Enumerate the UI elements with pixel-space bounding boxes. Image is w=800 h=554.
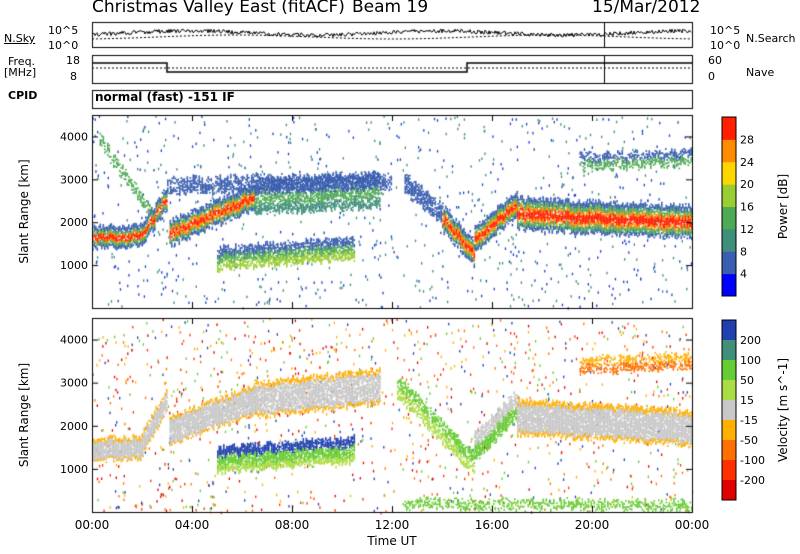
nsky-tick-bottom: 10^0 [48, 39, 79, 52]
colorbar-tick-label: 200 [740, 334, 761, 347]
colorbar-tick-label: 24 [740, 156, 754, 169]
x-tick-label: 20:00 [575, 518, 610, 532]
freq-unit: [MHz] [4, 66, 37, 79]
colorbar-label: Velocity [m s^-1] [776, 358, 790, 462]
colorbar-swatch [722, 251, 736, 275]
x-tick-label: 08:00 [275, 518, 310, 532]
y-axis-label: Slant Range [km] [17, 159, 31, 263]
y-axis-label: Slant Range [km] [17, 363, 31, 467]
x-tick-label: 04:00 [175, 518, 210, 532]
freq-tick-top: 18 [66, 54, 80, 67]
colorbar-swatch [722, 420, 736, 441]
colorbar-swatch [722, 206, 736, 230]
y-tick-label: 4000 [60, 130, 88, 143]
x-tick-label: 00:00 [75, 518, 110, 532]
colorbar-label: Power [dB] [776, 174, 790, 239]
colorbar-swatch [722, 117, 736, 140]
nsearch-tick-top: 10^5 [710, 24, 741, 37]
nsearch-tick-bottom: 10^0 [710, 39, 741, 52]
x-tick-label: 00:00 [675, 518, 710, 532]
colorbar-swatch [722, 139, 736, 163]
nave-tick-bottom: 0 [708, 70, 715, 83]
nave-label: Nave [746, 66, 775, 79]
colorbar-tick-label: 16 [740, 201, 754, 214]
nsearch-label: N.Search [746, 32, 796, 45]
chart-title: Christmas Valley East (fitACF) [92, 0, 345, 17]
colorbar-tick-label: 50 [740, 374, 754, 387]
colorbar-swatch [722, 228, 736, 252]
colorbar-tick-label: 100 [740, 354, 761, 367]
mode-text: normal (fast) -151 IF [95, 90, 235, 104]
colorbar-swatch [722, 480, 736, 501]
colorbar-swatch [722, 400, 736, 421]
colorbar-tick-label: 28 [740, 133, 754, 146]
colorbar-tick-label: 20 [740, 178, 754, 191]
colorbar-tick-label: 8 [740, 245, 747, 258]
y-tick-label: 1000 [60, 259, 88, 272]
y-tick-label: 3000 [60, 377, 88, 390]
colorbar-swatch [722, 340, 736, 361]
colorbar-tick-label: -100 [740, 454, 765, 467]
beam-label: Beam 19 [352, 0, 429, 17]
freq-tick-bottom: 8 [70, 70, 77, 83]
colorbar-frame [721, 116, 737, 297]
colorbar-swatch [722, 360, 736, 381]
x-tick-label: 12:00 [375, 518, 410, 532]
y-tick-label: 1000 [60, 463, 88, 476]
colorbar-tick-label: 4 [740, 268, 747, 281]
colorbar-tick-label: -200 [740, 474, 765, 487]
colorbar-swatch [722, 320, 736, 341]
colorbar-tick-label: -15 [740, 414, 758, 427]
y-tick-label: 2000 [60, 420, 88, 433]
colorbar-tick-label: -50 [740, 434, 758, 447]
y-tick-label: 4000 [60, 334, 88, 347]
y-tick-label: 3000 [60, 173, 88, 186]
colorbar-frame [721, 319, 737, 501]
x-axis-label: Time UT [366, 534, 417, 548]
nsky-label: N.Sky [4, 32, 36, 45]
nave-tick-top: 60 [708, 54, 722, 67]
freq-label: Freq. [8, 55, 36, 68]
y-tick-label: 2000 [60, 216, 88, 229]
colorbar-swatch [722, 273, 736, 297]
colorbar-swatch [722, 161, 736, 185]
nsky-tick-top: 10^5 [48, 24, 79, 37]
cpid-label: CPID [8, 89, 38, 102]
colorbar-tick-label: 12 [740, 223, 754, 236]
colorbar-swatch [722, 184, 736, 207]
colorbar-swatch [722, 460, 736, 481]
colorbar-swatch [722, 440, 736, 461]
colorbar-swatch [722, 380, 736, 401]
x-tick-label: 16:00 [475, 518, 510, 532]
colorbar-tick-label: 15 [740, 394, 754, 407]
date-label: 15/Mar/2012 [592, 0, 701, 17]
